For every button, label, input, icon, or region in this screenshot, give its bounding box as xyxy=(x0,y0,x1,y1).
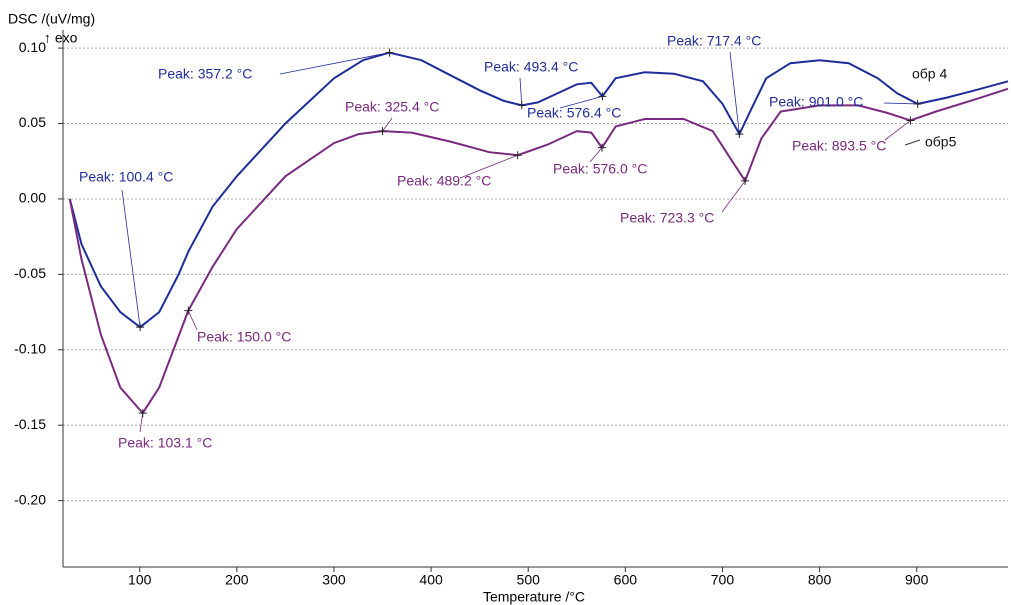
annotation-leader xyxy=(729,51,740,135)
annotation-leader xyxy=(589,147,603,163)
annotation-leader xyxy=(519,77,523,106)
peak-marker xyxy=(184,306,193,315)
annotation-leader xyxy=(279,52,390,75)
annotation: Peak: 325.4 °C xyxy=(345,99,439,115)
annotation-leader xyxy=(121,189,141,328)
y-tick-label: 0.10 xyxy=(19,39,46,55)
peak-marker xyxy=(913,99,922,108)
x-tick-label: 900 xyxy=(905,572,929,588)
x-tick-label: 600 xyxy=(614,572,638,588)
peak-marker xyxy=(513,151,522,160)
annotation: Peak: 576.4 °C xyxy=(527,105,621,121)
peak-marker xyxy=(906,116,915,125)
series-name: обр5 xyxy=(925,134,957,150)
x-tick-label: 300 xyxy=(322,572,346,588)
y-tick-label: -0.10 xyxy=(14,340,46,356)
peak-marker xyxy=(735,130,744,139)
annotation-leader xyxy=(883,102,918,105)
x-tick-label: 200 xyxy=(225,572,249,588)
peak-marker xyxy=(138,409,147,418)
y-tick-label: -0.15 xyxy=(14,416,46,432)
series-line xyxy=(68,87,1009,415)
annotation-leader xyxy=(459,154,518,179)
peak-marker xyxy=(378,127,387,136)
annotation: Peak: 150.0 °C xyxy=(197,329,291,345)
annotation: Peak: 717.4 °C xyxy=(667,33,761,49)
series-name: обр 4 xyxy=(912,66,947,82)
y-axis-note: ↑ exo xyxy=(44,30,78,46)
annotation-leader xyxy=(884,120,911,141)
annotation-leader xyxy=(187,310,198,331)
series-line xyxy=(68,51,1009,329)
annotation: Peak: 576.0 °C xyxy=(553,161,647,177)
x-tick-label: 100 xyxy=(128,572,152,588)
annotation: Peak: 103.1 °C xyxy=(118,435,212,451)
y-tick-label: -0.05 xyxy=(14,265,46,281)
annotation: Peak: 493.4 °C xyxy=(484,59,578,75)
annotation: Peak: 901.0 °C xyxy=(769,94,863,110)
y-tick-label: 0.05 xyxy=(19,114,46,130)
peak-marker xyxy=(385,48,394,57)
annotation-leader xyxy=(559,95,603,109)
peak-marker xyxy=(136,323,145,332)
x-tick-label: 400 xyxy=(419,572,443,588)
peak-marker xyxy=(598,143,607,152)
annotation: Peak: 893.5 °C xyxy=(792,138,886,154)
x-axis-label: Temperature /°C xyxy=(483,589,585,605)
name-leader xyxy=(904,139,921,146)
y-tick-label: -0.20 xyxy=(14,491,46,507)
peak-marker xyxy=(598,92,607,101)
x-tick-label: 500 xyxy=(517,572,541,588)
x-tick-label: 800 xyxy=(808,572,832,588)
annotation-leader xyxy=(721,180,746,213)
peak-marker xyxy=(517,101,526,110)
annotation: Peak: 723.3 °C xyxy=(620,210,714,226)
annotation-leader xyxy=(382,117,393,132)
x-tick-label: 700 xyxy=(711,572,735,588)
peak-marker xyxy=(741,176,750,185)
annotation: Peak: 489.2 °C xyxy=(397,173,491,189)
annotation: Peak: 357.2 °C xyxy=(158,66,252,82)
y-tick-label: 0.00 xyxy=(19,190,46,206)
y-axis-label: DSC /(uV/mg) xyxy=(8,11,95,27)
annotation: Peak: 100.4 °C xyxy=(79,169,173,185)
